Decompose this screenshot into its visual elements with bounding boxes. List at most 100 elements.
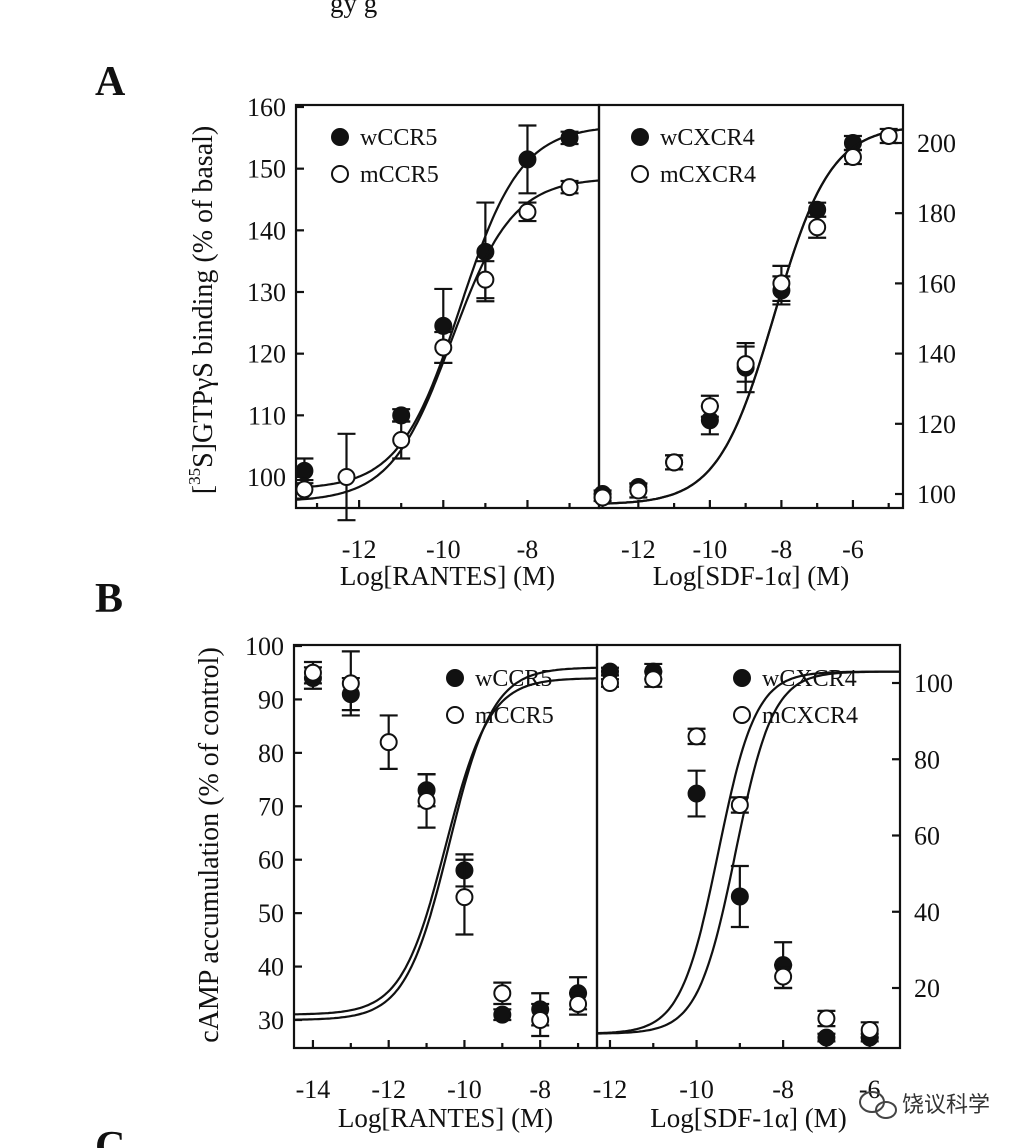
y-tick-label: 20 xyxy=(914,974,940,1003)
fit-curve xyxy=(597,670,900,1035)
y-tick-label: 30 xyxy=(258,1006,284,1035)
legend-marker xyxy=(733,669,751,687)
data-point xyxy=(455,888,474,907)
x-tick-label: -10 xyxy=(679,1075,714,1104)
legend-marker xyxy=(446,669,464,687)
y-tick-label: 140 xyxy=(247,216,286,245)
caption-fragment: gy g xyxy=(330,0,377,18)
data-point xyxy=(629,481,648,500)
x-tick-label: -14 xyxy=(296,1075,331,1104)
legend-label: mCCR5 xyxy=(360,162,439,188)
legend-marker xyxy=(331,165,349,183)
data-point xyxy=(417,791,436,810)
data-point xyxy=(817,1009,836,1028)
y-tick-label: 100 xyxy=(245,632,284,661)
chart-a-left: -12 -10 -8 100 110 120 130 140 150 160 Log[RANTES]… xyxy=(247,93,601,591)
y-tick-label: 100 xyxy=(247,463,286,492)
y-tick-label: 130 xyxy=(247,278,286,307)
x-tick-label: -6 xyxy=(859,1075,881,1104)
data-point xyxy=(600,674,619,692)
y-tick-label: 110 xyxy=(248,401,286,430)
data-point xyxy=(700,397,719,416)
data-point xyxy=(665,453,684,472)
panel-label-b: B xyxy=(95,576,123,622)
data-point xyxy=(518,150,537,169)
y-tick-label: 160 xyxy=(917,269,956,298)
y-tick-label: 140 xyxy=(917,340,956,369)
chart-a-right: -12 -10 -8 -6 100 120 140 160 180 200 Log[SDF-1α] … xyxy=(593,103,956,591)
ylabel-a-bracket: [ xyxy=(188,485,219,494)
y-tick-label: 100 xyxy=(917,480,956,509)
y-tick-label: 120 xyxy=(917,410,956,439)
fit-curve xyxy=(294,677,597,1016)
data-point xyxy=(860,1020,879,1039)
x-tick-label: -12 xyxy=(342,535,377,564)
data-point xyxy=(772,274,791,293)
x-tick-label: -8 xyxy=(517,535,539,564)
y-tick-label: 80 xyxy=(914,745,940,774)
data-point xyxy=(392,431,411,449)
y-tick-label: 150 xyxy=(247,155,286,184)
legend-marker xyxy=(631,165,649,183)
y-tick-label: 60 xyxy=(258,846,284,875)
data-point xyxy=(531,1011,550,1029)
series-mCXCR4 xyxy=(597,670,900,1039)
x-tick-label: -12 xyxy=(371,1075,406,1104)
x-tick-label: -10 xyxy=(693,535,728,564)
x-tick-label: -10 xyxy=(447,1075,482,1104)
plot-frame xyxy=(597,103,905,510)
watermark-text: 饶议科学 xyxy=(902,1093,990,1118)
data-point xyxy=(774,967,793,986)
chart-b-left: -14 -12 -10 -8 30 40 50 60 70 80 90 100 Log[RANTES] … xyxy=(245,632,599,1133)
x-tick-label: -8 xyxy=(772,1075,794,1104)
x-tick-label: -6 xyxy=(842,535,864,564)
data-point xyxy=(493,1005,512,1024)
x-axis-label: Log[RANTES] (M) xyxy=(338,1103,553,1133)
y-tick-label: 120 xyxy=(247,340,286,369)
fit-curve xyxy=(294,666,597,1021)
series-mCCR5 xyxy=(294,650,597,1038)
legend-label: mCXCR4 xyxy=(660,162,756,188)
data-point xyxy=(730,887,749,906)
legend-marker xyxy=(331,128,349,146)
data-point xyxy=(817,1028,836,1047)
plot-frame xyxy=(595,643,902,1050)
data-point xyxy=(303,663,322,682)
data-point xyxy=(476,270,495,289)
legend-marker xyxy=(631,128,649,146)
panel-label-a: A xyxy=(95,59,126,105)
legend-label: mCCR5 xyxy=(475,703,554,729)
legend-label: wCXCR4 xyxy=(660,125,755,151)
ylabel-b: cAMP accumulation (% of control) xyxy=(194,647,225,1043)
data-point xyxy=(879,126,898,145)
data-point xyxy=(593,488,612,507)
data-point xyxy=(730,796,749,814)
series-mCCR5 xyxy=(295,178,599,522)
data-point xyxy=(644,670,663,689)
y-tick-label: 90 xyxy=(258,685,284,714)
x-tick-label: -8 xyxy=(771,535,793,564)
x-tick-label: -12 xyxy=(593,1075,628,1104)
wechat-icon xyxy=(859,1091,897,1119)
panel-label-c: C xyxy=(95,1124,125,1148)
ylabel-a-text: S]GTPγS binding (% of basal) xyxy=(188,126,219,468)
data-point xyxy=(379,733,398,752)
data-point xyxy=(518,202,537,221)
x-axis-label: Log[RANTES] (M) xyxy=(340,561,555,591)
fit-curve xyxy=(599,128,903,505)
y-tick-label: 100 xyxy=(914,669,953,698)
y-tick-label: 40 xyxy=(258,953,284,982)
data-point xyxy=(560,178,579,197)
legend-label: wCCR5 xyxy=(475,666,552,692)
data-point xyxy=(736,355,755,374)
x-tick-label: -12 xyxy=(621,535,656,564)
ylabel-a: [35S]GTPγS binding (% of basal) xyxy=(185,126,219,494)
data-point xyxy=(808,218,827,237)
x-tick-label: -10 xyxy=(426,535,461,564)
y-tick-label: 40 xyxy=(914,898,940,927)
x-axis-label: Log[SDF-1α] (M) xyxy=(650,1103,846,1133)
data-point xyxy=(295,461,314,480)
data-point xyxy=(687,784,706,803)
y-tick-label: 80 xyxy=(258,739,284,768)
